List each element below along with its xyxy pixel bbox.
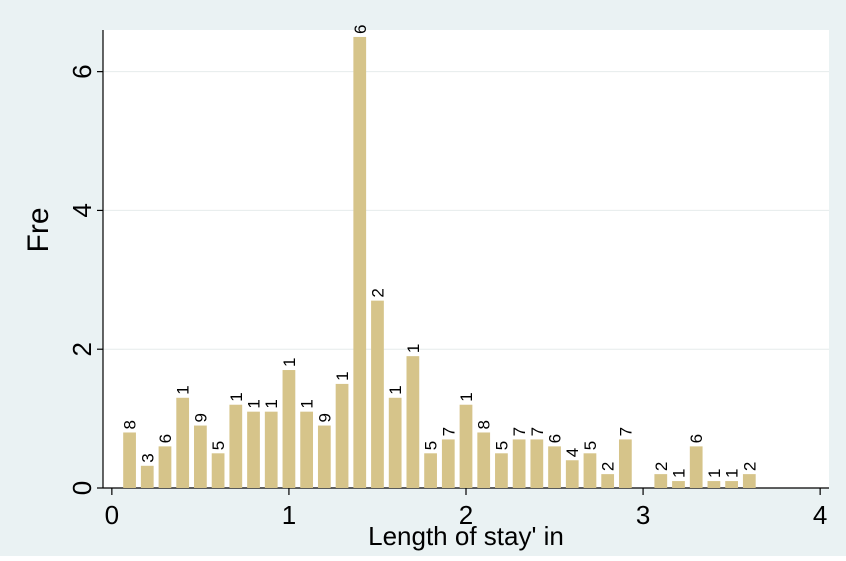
bar-label-32: 1	[705, 469, 724, 478]
bar-label-34: 2	[740, 462, 759, 471]
bar-label-5: 5	[209, 441, 228, 450]
bar-label-30: 1	[669, 469, 688, 478]
bar-12	[335, 383, 349, 488]
bar-label-14: 2	[368, 288, 387, 297]
bar-label-16: 1	[404, 344, 423, 353]
bar-6	[229, 404, 243, 488]
bar-20	[477, 432, 491, 488]
bar-label-9: 1	[280, 358, 299, 367]
bar-label-0: 8	[121, 420, 140, 429]
bar-label-21: 5	[492, 441, 511, 450]
bar-14	[371, 300, 384, 488]
bar-15	[388, 397, 402, 488]
bar-3	[176, 397, 190, 488]
bar-17	[424, 453, 437, 488]
bar-0	[123, 432, 136, 488]
bar-label-31: 6	[687, 434, 706, 443]
bar-label-26: 5	[581, 441, 600, 450]
bar-label-12: 1	[333, 371, 352, 380]
bar-9	[282, 370, 296, 488]
bar-29	[654, 474, 668, 488]
bar-label-3: 1	[174, 385, 193, 394]
x-tick-label-4: 4	[813, 500, 827, 530]
x-tick-label-1: 1	[282, 500, 296, 530]
bar-34	[742, 474, 756, 488]
bar-26	[583, 453, 597, 488]
bar-label-15: 1	[386, 385, 405, 394]
bar-label-29: 2	[652, 462, 671, 471]
bar-21	[495, 453, 508, 488]
bar-13	[353, 36, 367, 488]
bar-label-8: 1	[262, 399, 281, 408]
bar-label-19: 1	[457, 392, 476, 401]
bar-31	[689, 446, 703, 488]
bar-5	[211, 453, 225, 488]
bar-label-28: 7	[616, 427, 635, 436]
bar-23	[530, 439, 544, 488]
bar-label-7: 1	[245, 399, 264, 408]
bar-label-25: 4	[563, 448, 582, 457]
bars	[123, 36, 756, 488]
bar-label-17: 5	[422, 441, 441, 450]
bar-2	[158, 446, 172, 488]
y-tick-labels: 0 2 4 6	[67, 64, 97, 495]
bar-label-2: 6	[156, 434, 175, 443]
bar-label-18: 7	[439, 427, 458, 436]
bar-label-20: 8	[475, 420, 494, 429]
x-tick-label-3: 3	[636, 500, 650, 530]
bar-label-33: 1	[723, 469, 742, 478]
y-axis-label: Fre	[22, 208, 55, 253]
bar-label-4: 9	[191, 413, 210, 422]
bar-label-13: 6	[351, 24, 370, 33]
bar-1	[140, 465, 154, 488]
bar-27	[601, 474, 615, 488]
bar-7	[247, 411, 260, 488]
bar-33	[725, 481, 738, 488]
bar-18	[441, 439, 455, 488]
y-tick-label-0: 0	[67, 481, 97, 495]
bar-label-11: 9	[315, 413, 334, 422]
y-tick-label-2: 4	[67, 203, 97, 217]
bar-label-22: 7	[510, 427, 529, 436]
x-axis-label: Length of stay' in	[368, 521, 564, 551]
bar-label-24: 6	[546, 434, 565, 443]
bar-30	[672, 481, 685, 488]
bar-label-1: 3	[138, 453, 157, 462]
bar-28	[618, 439, 632, 488]
bar-24	[548, 446, 561, 488]
y-tick-label-1: 2	[67, 342, 97, 356]
bar-8	[264, 411, 278, 488]
bar-label-6: 1	[227, 392, 246, 401]
x-tick-label-2: 2	[459, 500, 473, 530]
bar-10	[300, 411, 314, 488]
x-tick-labels: 0 1 2 3 4	[105, 500, 828, 530]
bar-label-10: 1	[298, 399, 317, 408]
bar-25	[565, 460, 579, 488]
bar-4	[194, 425, 207, 488]
y-tick-label-3: 6	[67, 64, 97, 78]
bar-label-23: 7	[528, 427, 547, 436]
bar-label-27: 2	[599, 462, 618, 471]
x-tick-label-0: 0	[105, 500, 119, 530]
bar-22	[512, 439, 526, 488]
bar-16	[406, 356, 420, 488]
bar-32	[707, 481, 721, 488]
grid-lines	[103, 71, 829, 350]
bar-11	[317, 425, 331, 488]
bar-19	[459, 404, 473, 488]
